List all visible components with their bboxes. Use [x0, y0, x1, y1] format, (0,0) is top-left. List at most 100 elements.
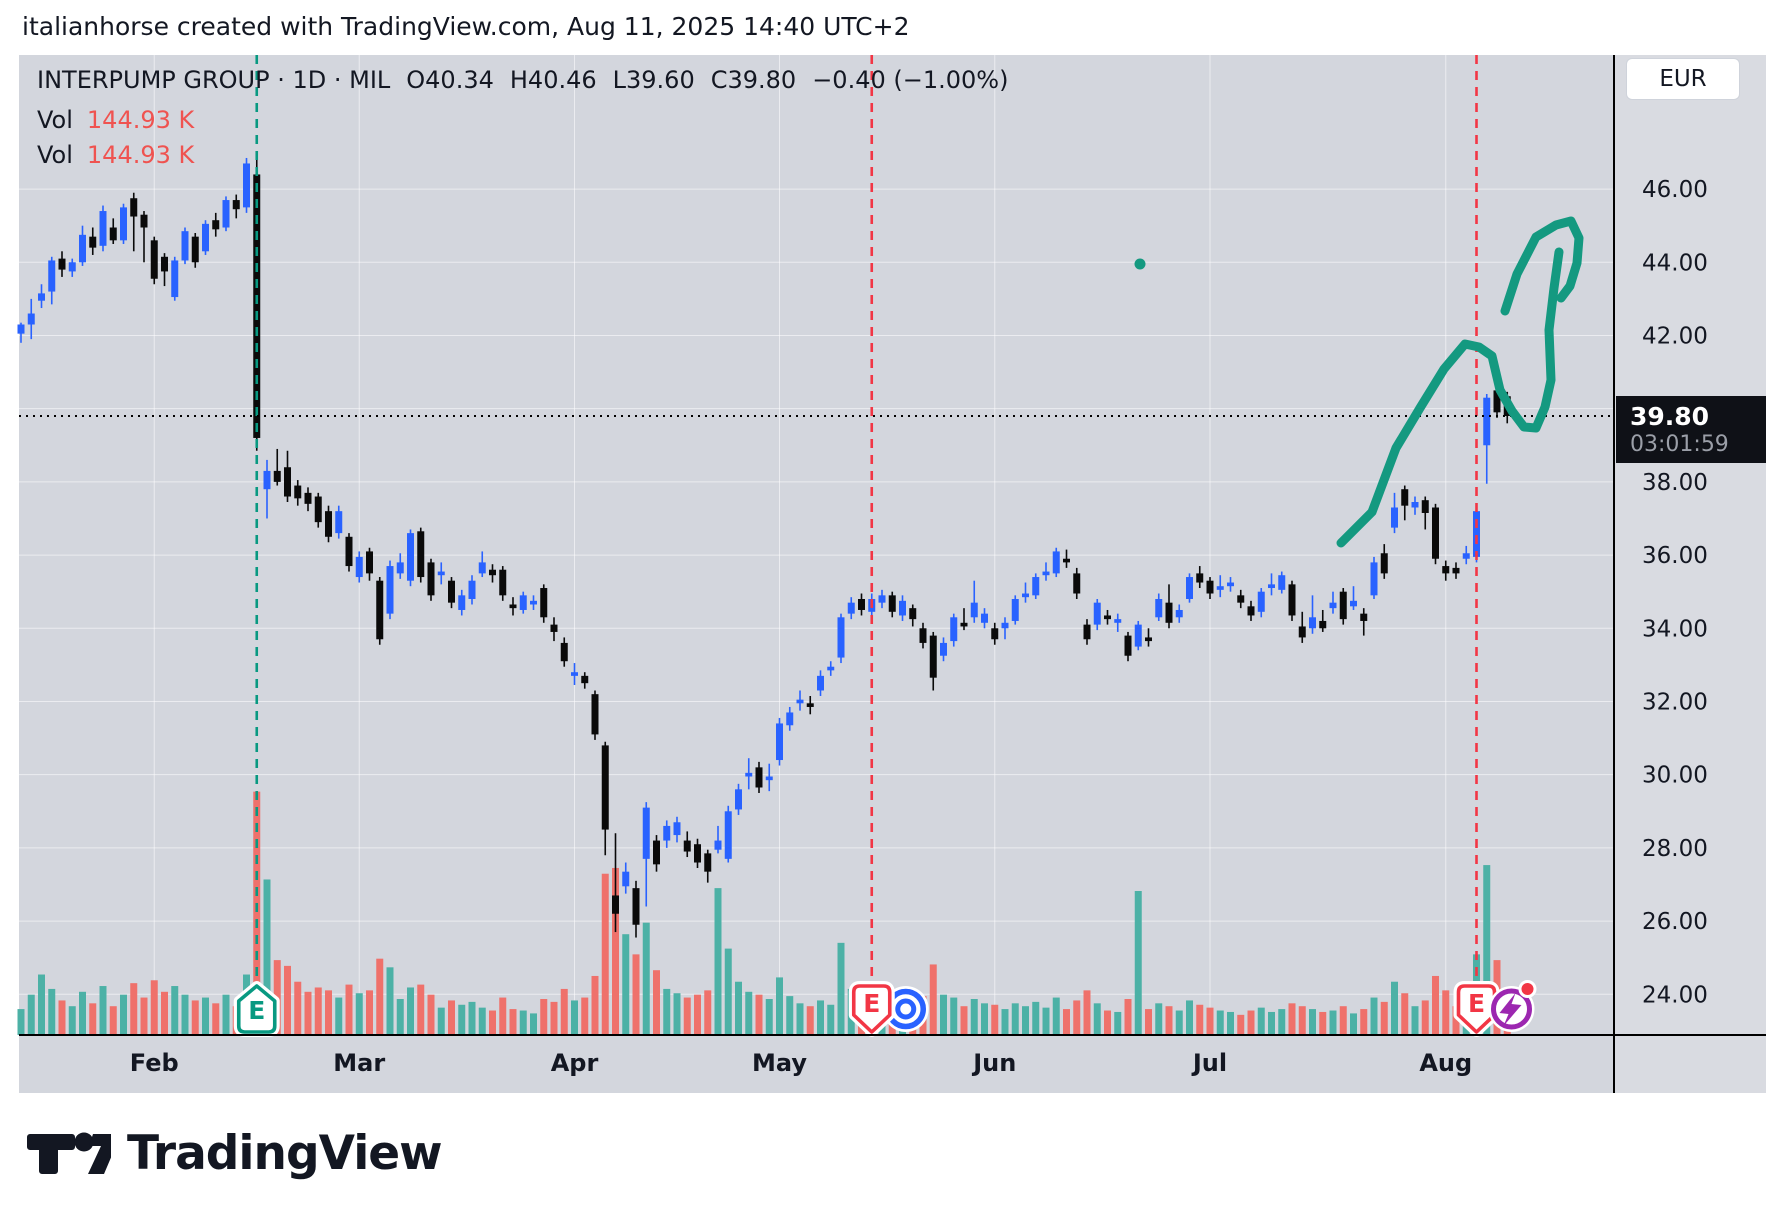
candle-body[interactable] — [591, 694, 599, 735]
volume-bar[interactable] — [1083, 990, 1091, 1035]
candle-body[interactable] — [253, 174, 261, 438]
volume-bar[interactable] — [1124, 999, 1132, 1035]
candle-body[interactable] — [427, 562, 435, 596]
candle-body[interactable] — [1124, 635, 1132, 656]
candle-body[interactable] — [366, 551, 373, 574]
volume-bar[interactable] — [478, 1007, 486, 1035]
volume-indicator-row[interactable]: Vol 144.93 K — [37, 141, 1008, 169]
candle-body[interactable] — [878, 595, 886, 603]
volume-bar[interactable] — [468, 1001, 476, 1035]
volume-bar[interactable] — [150, 980, 158, 1035]
candle-body[interactable] — [345, 536, 353, 567]
candle-body[interactable] — [806, 703, 814, 707]
volume-bar[interactable] — [437, 1007, 445, 1035]
volume-bar[interactable] — [786, 996, 794, 1035]
candle-body[interactable] — [1001, 622, 1009, 629]
volume-bar[interactable] — [1319, 1011, 1327, 1035]
volume-bar[interactable] — [1093, 1003, 1101, 1035]
candle-body[interactable] — [909, 608, 917, 620]
earnings-marker[interactable]: E — [233, 981, 280, 1037]
volume-bar[interactable] — [284, 965, 291, 1035]
candle-body[interactable] — [1104, 615, 1111, 620]
volume-bar[interactable] — [58, 1000, 66, 1035]
volume-bar[interactable] — [571, 1000, 578, 1035]
volume-bar[interactable] — [448, 1000, 455, 1035]
candle-body[interactable] — [407, 533, 414, 581]
volume-bar[interactable] — [663, 988, 671, 1035]
volume-bar[interactable] — [776, 977, 783, 1035]
candle-body[interactable] — [1370, 562, 1378, 596]
candle-body[interactable] — [48, 260, 56, 292]
drawing-dot[interactable] — [1134, 258, 1146, 270]
candle-body[interactable] — [17, 324, 25, 334]
candle-body[interactable] — [294, 485, 302, 499]
volume-bar[interactable] — [1442, 990, 1450, 1035]
volume-bar[interactable] — [591, 975, 599, 1035]
candle-body[interactable] — [68, 262, 76, 272]
volume-bar[interactable] — [376, 958, 384, 1035]
volume-bar[interactable] — [1483, 865, 1491, 1035]
candle-body[interactable] — [325, 511, 332, 537]
candle-body[interactable] — [1114, 619, 1122, 623]
candle-body[interactable] — [560, 642, 568, 662]
candle-body[interactable] — [1227, 582, 1234, 587]
candle-body[interactable] — [140, 214, 148, 228]
candle-body[interactable] — [335, 511, 343, 534]
candle-body[interactable] — [1452, 567, 1460, 574]
candle-body[interactable] — [161, 256, 168, 272]
candle-body[interactable] — [130, 198, 138, 217]
candle-body[interactable] — [1257, 591, 1265, 612]
volume-bar[interactable] — [1052, 997, 1060, 1035]
volume-bar[interactable] — [171, 986, 179, 1035]
candle-body[interactable] — [1288, 584, 1296, 616]
candle-body[interactable] — [273, 470, 281, 482]
volume-bar[interactable] — [202, 997, 209, 1035]
candle-body[interactable] — [1216, 586, 1224, 590]
volume-bar[interactable] — [960, 1006, 968, 1035]
candle-body[interactable] — [1237, 595, 1245, 603]
volume-bar[interactable] — [1134, 891, 1142, 1035]
candle-body[interactable] — [519, 595, 527, 610]
candle-body[interactable] — [858, 599, 865, 610]
volume-bar[interactable] — [1278, 1009, 1286, 1035]
volume-bar[interactable] — [27, 994, 35, 1035]
brush-arrow-shaft[interactable] — [1336, 247, 1564, 548]
candle-body[interactable] — [1339, 591, 1347, 620]
volume-bar[interactable] — [68, 1006, 76, 1035]
candle-body[interactable] — [478, 562, 486, 574]
volume-bar[interactable] — [17, 1009, 25, 1035]
volume-bar[interactable] — [714, 888, 722, 1035]
volume-bar[interactable] — [181, 994, 189, 1035]
volume-bar[interactable] — [1063, 1009, 1070, 1035]
volume-bar[interactable] — [612, 867, 619, 1035]
volume-bar[interactable] — [1452, 1006, 1460, 1035]
candle-body[interactable] — [622, 871, 630, 887]
volume-bar[interactable] — [653, 970, 660, 1035]
candle-body[interactable] — [99, 211, 107, 246]
volume-bar[interactable] — [1196, 1004, 1204, 1035]
volume-bar[interactable] — [1257, 1007, 1265, 1035]
volume-bar[interactable] — [1073, 1000, 1081, 1035]
volume-bar[interactable] — [806, 1006, 814, 1035]
volume-bar[interactable] — [1206, 1007, 1214, 1035]
volume-bar[interactable] — [1216, 1010, 1224, 1035]
volume-bar[interactable] — [1175, 1010, 1183, 1035]
candle-body[interactable] — [1063, 558, 1070, 563]
volume-bar[interactable] — [99, 986, 107, 1035]
candle-body[interactable] — [150, 240, 158, 279]
volume-bar[interactable] — [970, 999, 978, 1035]
volume-bar[interactable] — [294, 981, 302, 1035]
volume-bar[interactable] — [427, 994, 435, 1035]
candle-body[interactable] — [1186, 577, 1193, 599]
candle-body[interactable] — [796, 699, 804, 704]
candle-body[interactable] — [1401, 489, 1409, 506]
candle-body[interactable] — [437, 571, 445, 576]
candle-body[interactable] — [919, 628, 927, 643]
candle-body[interactable] — [1145, 637, 1152, 642]
candle-body[interactable] — [786, 712, 794, 726]
candle-body[interactable] — [58, 258, 66, 270]
volume-bar[interactable] — [1042, 1007, 1050, 1035]
tradingview-logo[interactable]: TradingView — [25, 1126, 443, 1181]
volume-bar[interactable] — [355, 993, 363, 1035]
volume-bar[interactable] — [314, 987, 322, 1035]
